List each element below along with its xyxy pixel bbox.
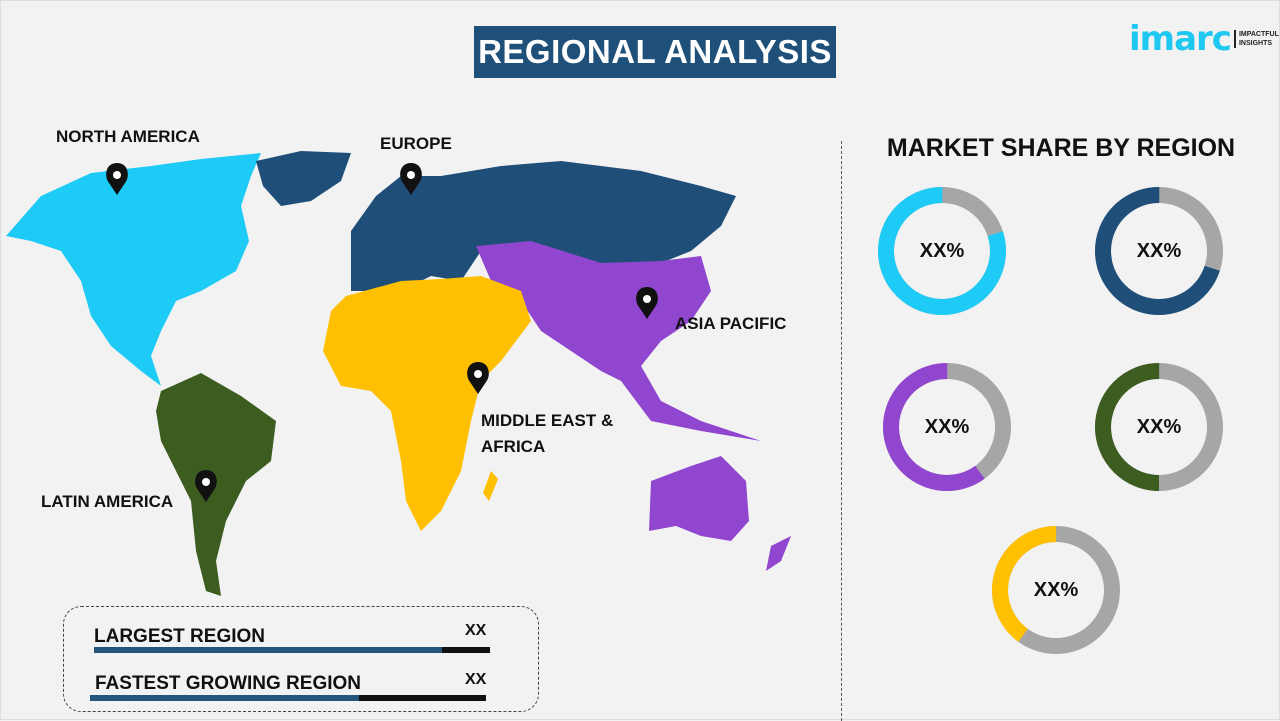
fastest-region-value: XX	[465, 671, 487, 688]
donut-europe: XX%	[1094, 186, 1224, 316]
largest-region-value: XX	[465, 622, 487, 639]
donut-ring	[878, 187, 1006, 315]
donut-label: XX%	[1136, 239, 1182, 262]
fastest-region-bar-fill	[90, 695, 360, 701]
label-north-america: NORTH AMERICA	[56, 127, 200, 146]
largest-region-bar	[94, 647, 490, 653]
donut-share-arc	[883, 363, 1011, 491]
label-europe: EUROPE	[380, 134, 452, 153]
map-region-australia	[649, 456, 749, 541]
page-title: REGIONAL ANALYSIS	[474, 26, 836, 78]
map-pin-icon	[400, 163, 422, 195]
label-middle-east-africa: MIDDLE EAST & AFRICA	[481, 411, 614, 456]
map-region-new-zealand	[766, 536, 791, 571]
map-region-north-america	[6, 153, 261, 386]
summary-box	[63, 606, 539, 712]
donut-middle-east-africa: XX%	[991, 525, 1121, 655]
label-latin-america: LATIN AMERICA	[41, 492, 174, 511]
donut-ring	[992, 526, 1120, 654]
divider	[841, 141, 842, 721]
donut-label: XX%	[919, 239, 965, 262]
donut-label: XX%	[1136, 415, 1182, 438]
map-pin-icon	[467, 362, 489, 394]
donut-label: XX%	[1033, 578, 1079, 601]
donut-ring	[883, 363, 1011, 491]
map-region-madagascar	[483, 471, 498, 501]
donut-asia-pacific: XX%	[882, 362, 1012, 492]
largest-region-bar-fill	[94, 647, 443, 653]
map-region-greenland	[256, 151, 351, 206]
donut-ring	[1095, 363, 1223, 491]
donut-ring	[1095, 187, 1223, 315]
market-share-title: MARKET SHARE BY REGION	[886, 134, 1236, 162]
map-pin-icon	[195, 470, 217, 502]
donut-share-arc	[1095, 187, 1223, 315]
world-map	[6, 151, 791, 596]
map-region-europe	[351, 161, 736, 291]
map-pin-icon	[106, 163, 128, 195]
largest-region-label: LARGEST REGION	[94, 626, 266, 647]
imarc-logo: imarc IMPACTFUL INSIGHTS	[1129, 19, 1279, 59]
label-asia-pacific: ASIA PACIFIC	[675, 314, 787, 333]
map-pin-icon	[636, 287, 658, 319]
map-region-asia-pacific	[476, 241, 761, 441]
logo-word: imarc	[1129, 19, 1232, 59]
donut-label: XX%	[924, 415, 970, 438]
donut-share-arc	[878, 187, 1006, 315]
fastest-region-label: FASTEST GROWING REGION	[95, 673, 362, 694]
donut-latin-america: XX%	[1094, 362, 1224, 492]
fastest-region-bar	[90, 695, 486, 701]
donut-share-arc	[1095, 363, 1223, 491]
map-region-middle-east-africa	[323, 276, 531, 531]
logo-tagline: IMPACTFUL INSIGHTS	[1233, 30, 1279, 48]
donut-north-america: XX%	[877, 186, 1007, 316]
